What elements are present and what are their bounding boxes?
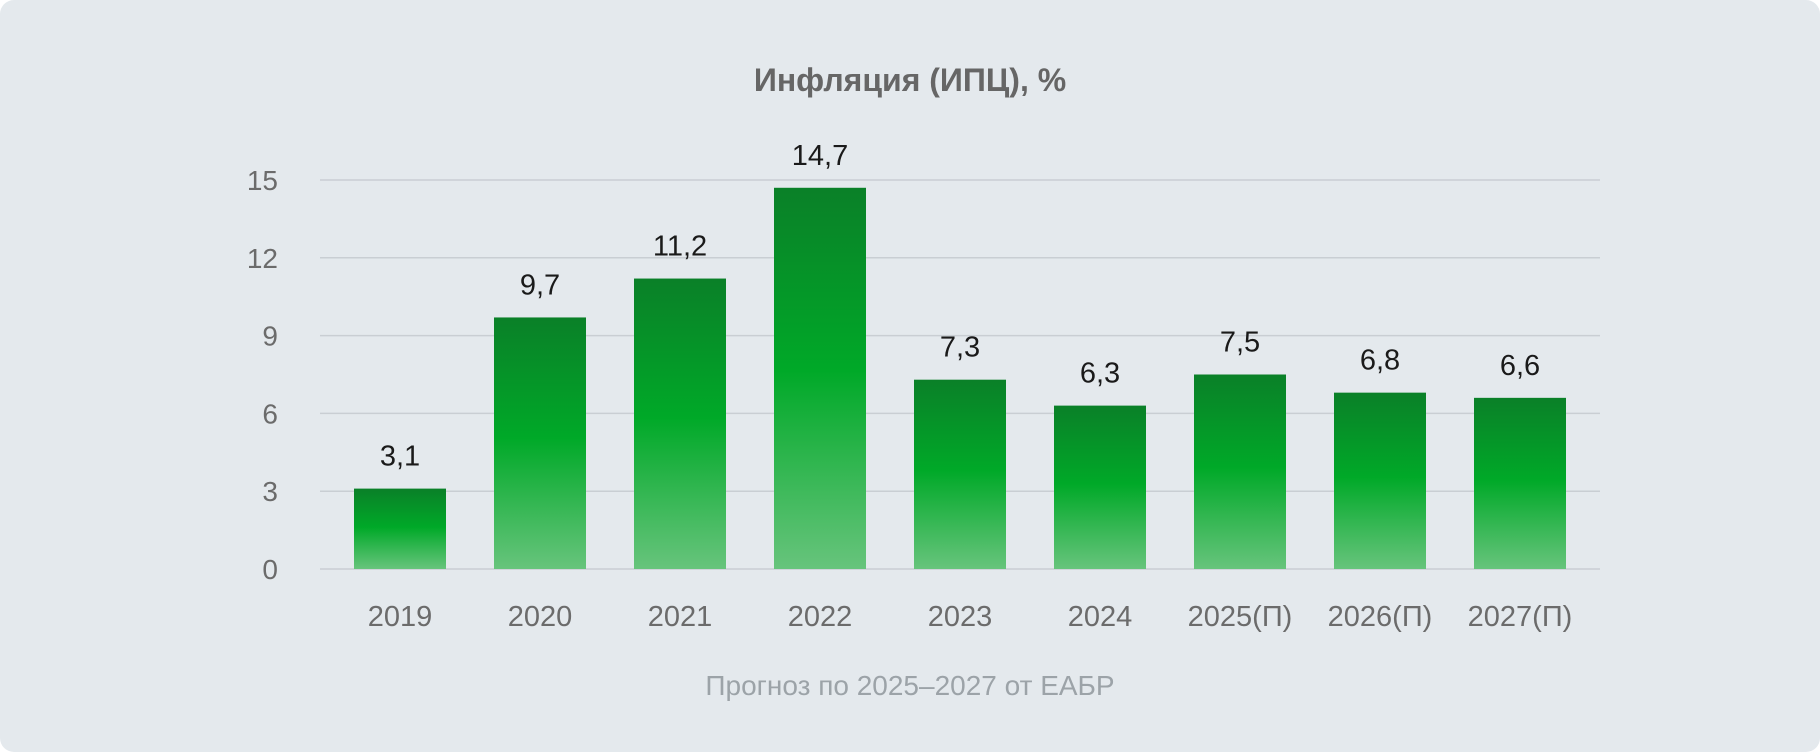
y-tick-label: 6 bbox=[262, 398, 278, 429]
bar bbox=[1194, 374, 1286, 569]
y-tick-label: 9 bbox=[262, 321, 278, 352]
chart-title: Инфляция (ИПЦ), % bbox=[753, 62, 1067, 98]
x-tick-label: 2027(П) bbox=[1468, 601, 1573, 633]
y-tick-label: 12 bbox=[247, 243, 278, 274]
x-tick-label: 2022 bbox=[788, 601, 853, 633]
x-tick-label: 2023 bbox=[928, 601, 993, 633]
x-tick-label: 2024 bbox=[1068, 601, 1133, 633]
data-label: 6,3 bbox=[1080, 358, 1120, 390]
data-label: 7,3 bbox=[940, 332, 980, 364]
x-tick-label: 2025(П) bbox=[1188, 601, 1293, 633]
x-tick-label: 2026(П) bbox=[1328, 601, 1433, 633]
data-label: 7,5 bbox=[1220, 327, 1260, 359]
data-label: 3,1 bbox=[380, 441, 420, 473]
bar bbox=[914, 379, 1006, 569]
y-tick-label: 3 bbox=[262, 476, 278, 507]
bar bbox=[1054, 405, 1146, 569]
x-tick-label: 2021 bbox=[648, 601, 713, 633]
bar bbox=[1474, 397, 1566, 569]
x-tick-label: 2020 bbox=[508, 601, 573, 633]
y-tick-label: 0 bbox=[262, 554, 278, 585]
bar bbox=[634, 278, 726, 569]
bar bbox=[1334, 392, 1426, 569]
bar bbox=[354, 488, 446, 569]
x-tick-label: 2019 bbox=[368, 601, 433, 633]
data-label: 6,6 bbox=[1500, 350, 1540, 382]
data-label: 11,2 bbox=[653, 231, 707, 263]
chart-footnote: Прогноз по 2025–2027 от ЕАБР bbox=[705, 670, 1115, 701]
data-label: 14,7 bbox=[792, 140, 848, 172]
y-tick-label: 15 bbox=[247, 165, 278, 196]
data-label: 9,7 bbox=[520, 269, 560, 301]
bar bbox=[774, 187, 866, 569]
bar bbox=[494, 317, 586, 569]
data-label: 6,8 bbox=[1360, 345, 1400, 377]
